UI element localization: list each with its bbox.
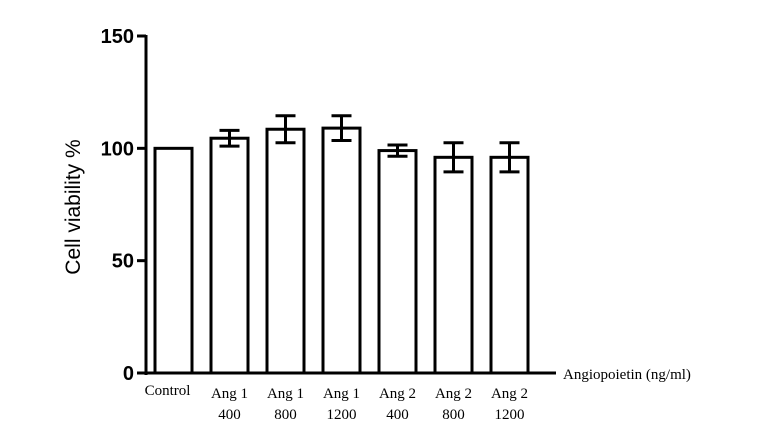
y-tick-label: 0	[123, 363, 134, 385]
x-tick-line: Control	[145, 383, 191, 399]
error-bar	[331, 114, 352, 142]
error-bar	[219, 128, 240, 148]
x-tick-line: Ang 1	[211, 386, 248, 402]
x-tick-label: Ang 2 800	[435, 386, 472, 423]
x-tick-line: 1200	[495, 407, 525, 423]
x-tick-line: Ang 2	[491, 386, 528, 402]
y-axis-label: Cell viability %	[62, 139, 85, 274]
error-bar	[387, 143, 408, 158]
bars	[153, 126, 530, 375]
error-bar	[275, 114, 296, 145]
x-tick-line: Ang 1	[323, 386, 360, 402]
bar	[321, 126, 362, 375]
error-bars	[219, 114, 520, 174]
x-tick-line: Ang 2	[435, 386, 472, 402]
x-tick-line: 800	[442, 407, 465, 423]
x-tick-label: Ang 1 400	[211, 386, 248, 423]
bar	[489, 155, 530, 375]
x-tick-line: Ang 1	[267, 386, 304, 402]
x-tick-labels: Control Ang 1 400 Ang 1 800 Ang 1 1200 Ang 2 400…	[145, 383, 528, 423]
bar	[209, 136, 250, 375]
x-tick-line: Ang 2	[379, 386, 416, 402]
error-bar	[443, 141, 464, 174]
x-tick-label: Ang 1 800	[267, 386, 304, 423]
x-tick-line: 400	[218, 407, 241, 423]
x-tick-line: 800	[274, 407, 297, 423]
y-tick-labels: 0 50 100 150	[101, 26, 134, 385]
bar	[433, 155, 474, 375]
error-bar	[499, 141, 520, 174]
bar	[377, 149, 418, 375]
y-tick-label: 100	[101, 138, 134, 160]
bar	[153, 146, 194, 375]
x-tick-line: 1200	[327, 407, 357, 423]
x-tick-line: 400	[386, 407, 409, 423]
x-tick-label: Ang 2 1200	[491, 386, 528, 423]
x-tick-label: Ang 1 1200	[323, 386, 360, 423]
y-tick-label: 150	[101, 26, 134, 48]
x-tick-label: Control	[145, 383, 191, 399]
y-tick-label: 50	[112, 251, 134, 273]
bar	[265, 127, 306, 375]
x-axis-label: Angiopoietin (ng/ml)	[563, 367, 691, 383]
x-tick-label: Ang 2 400	[379, 386, 416, 423]
